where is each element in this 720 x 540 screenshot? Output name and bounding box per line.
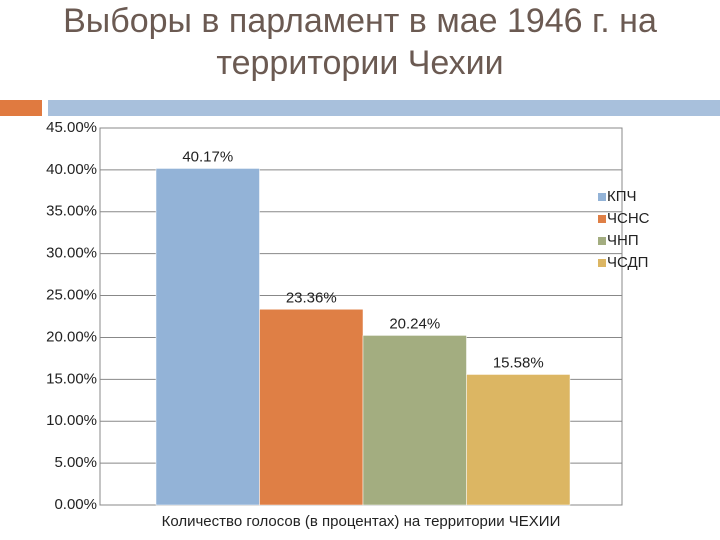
- value-label: 40.17%: [182, 148, 233, 165]
- legend-label: ЧНП: [607, 232, 639, 249]
- y-tick-label: 35.00%: [46, 203, 97, 220]
- legend-label: ЧСДП: [607, 254, 648, 271]
- accent-bar: [0, 100, 42, 116]
- value-label: 15.58%: [493, 354, 544, 371]
- y-tick-label: 10.00%: [46, 412, 97, 429]
- slide-title: Выборы в парламент в мае 1946 г. на терр…: [63, 2, 657, 82]
- bar: [259, 309, 364, 506]
- y-tick-label: 40.00%: [46, 161, 97, 178]
- legend-swatch: [598, 259, 606, 267]
- accent-bar: [48, 100, 720, 116]
- value-label: 23.36%: [286, 289, 337, 306]
- legend-label: ЧСНС: [607, 210, 650, 227]
- y-tick-label: 15.00%: [46, 370, 97, 387]
- bar: [466, 374, 571, 506]
- y-tick-label: 5.00%: [54, 454, 97, 471]
- x-tick-label: Количество голосов (в процентах) на терр…: [162, 513, 561, 530]
- bar: [362, 335, 467, 506]
- legend-swatch: [598, 215, 606, 223]
- y-tick-label: 20.00%: [46, 328, 97, 345]
- legend-swatch: [598, 237, 606, 245]
- bar: [155, 168, 260, 506]
- y-tick-label: 45.00%: [46, 119, 97, 136]
- y-tick-label: 25.00%: [46, 287, 97, 304]
- legend-swatch: [598, 193, 606, 201]
- y-tick-label: 30.00%: [46, 245, 97, 262]
- y-tick-label: 0.00%: [54, 496, 97, 513]
- legend-label: КПЧ: [607, 188, 637, 205]
- value-label: 20.24%: [389, 315, 440, 332]
